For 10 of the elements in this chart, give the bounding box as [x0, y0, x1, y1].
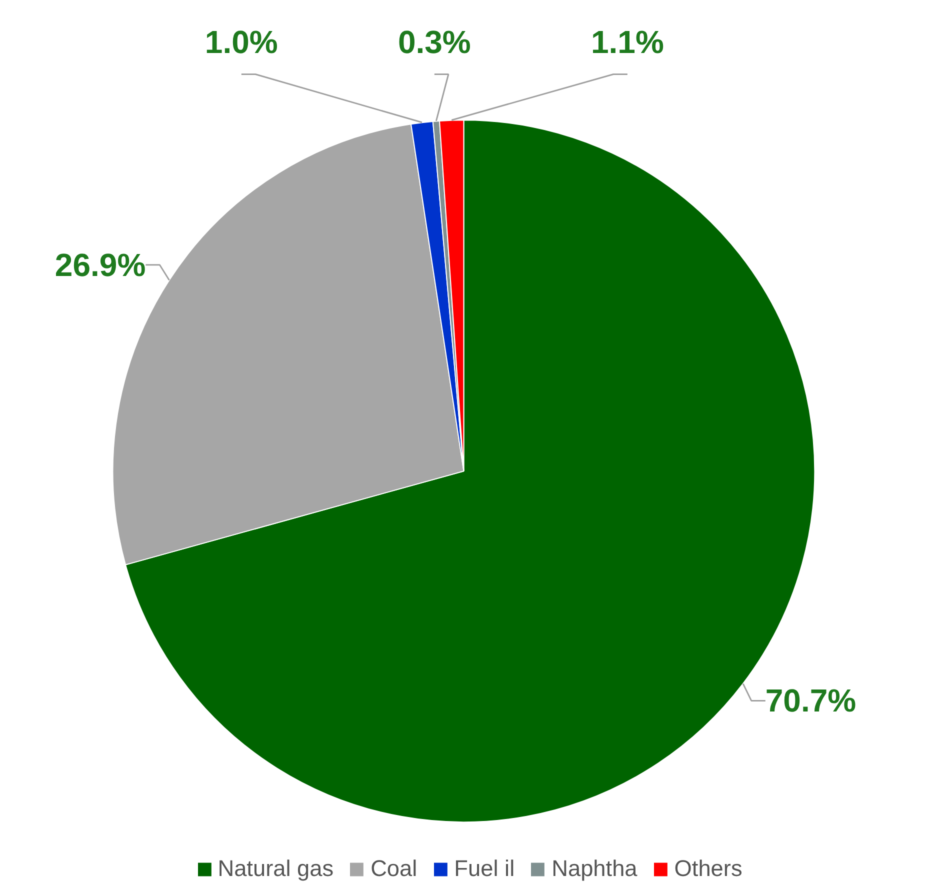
- legend-label: Naphtha: [552, 855, 638, 882]
- data-label: 70.7%: [765, 682, 856, 719]
- data-label: 26.9%: [54, 246, 146, 283]
- legend-label: Coal: [370, 855, 418, 882]
- legend-label: Fuel il: [454, 855, 515, 882]
- data-label: 1.1%: [590, 24, 664, 60]
- legend-label: Others: [674, 855, 742, 882]
- data-label: 1.0%: [204, 24, 278, 60]
- data-label: 0.3%: [398, 24, 471, 60]
- legend-label: Natural gas: [218, 855, 334, 882]
